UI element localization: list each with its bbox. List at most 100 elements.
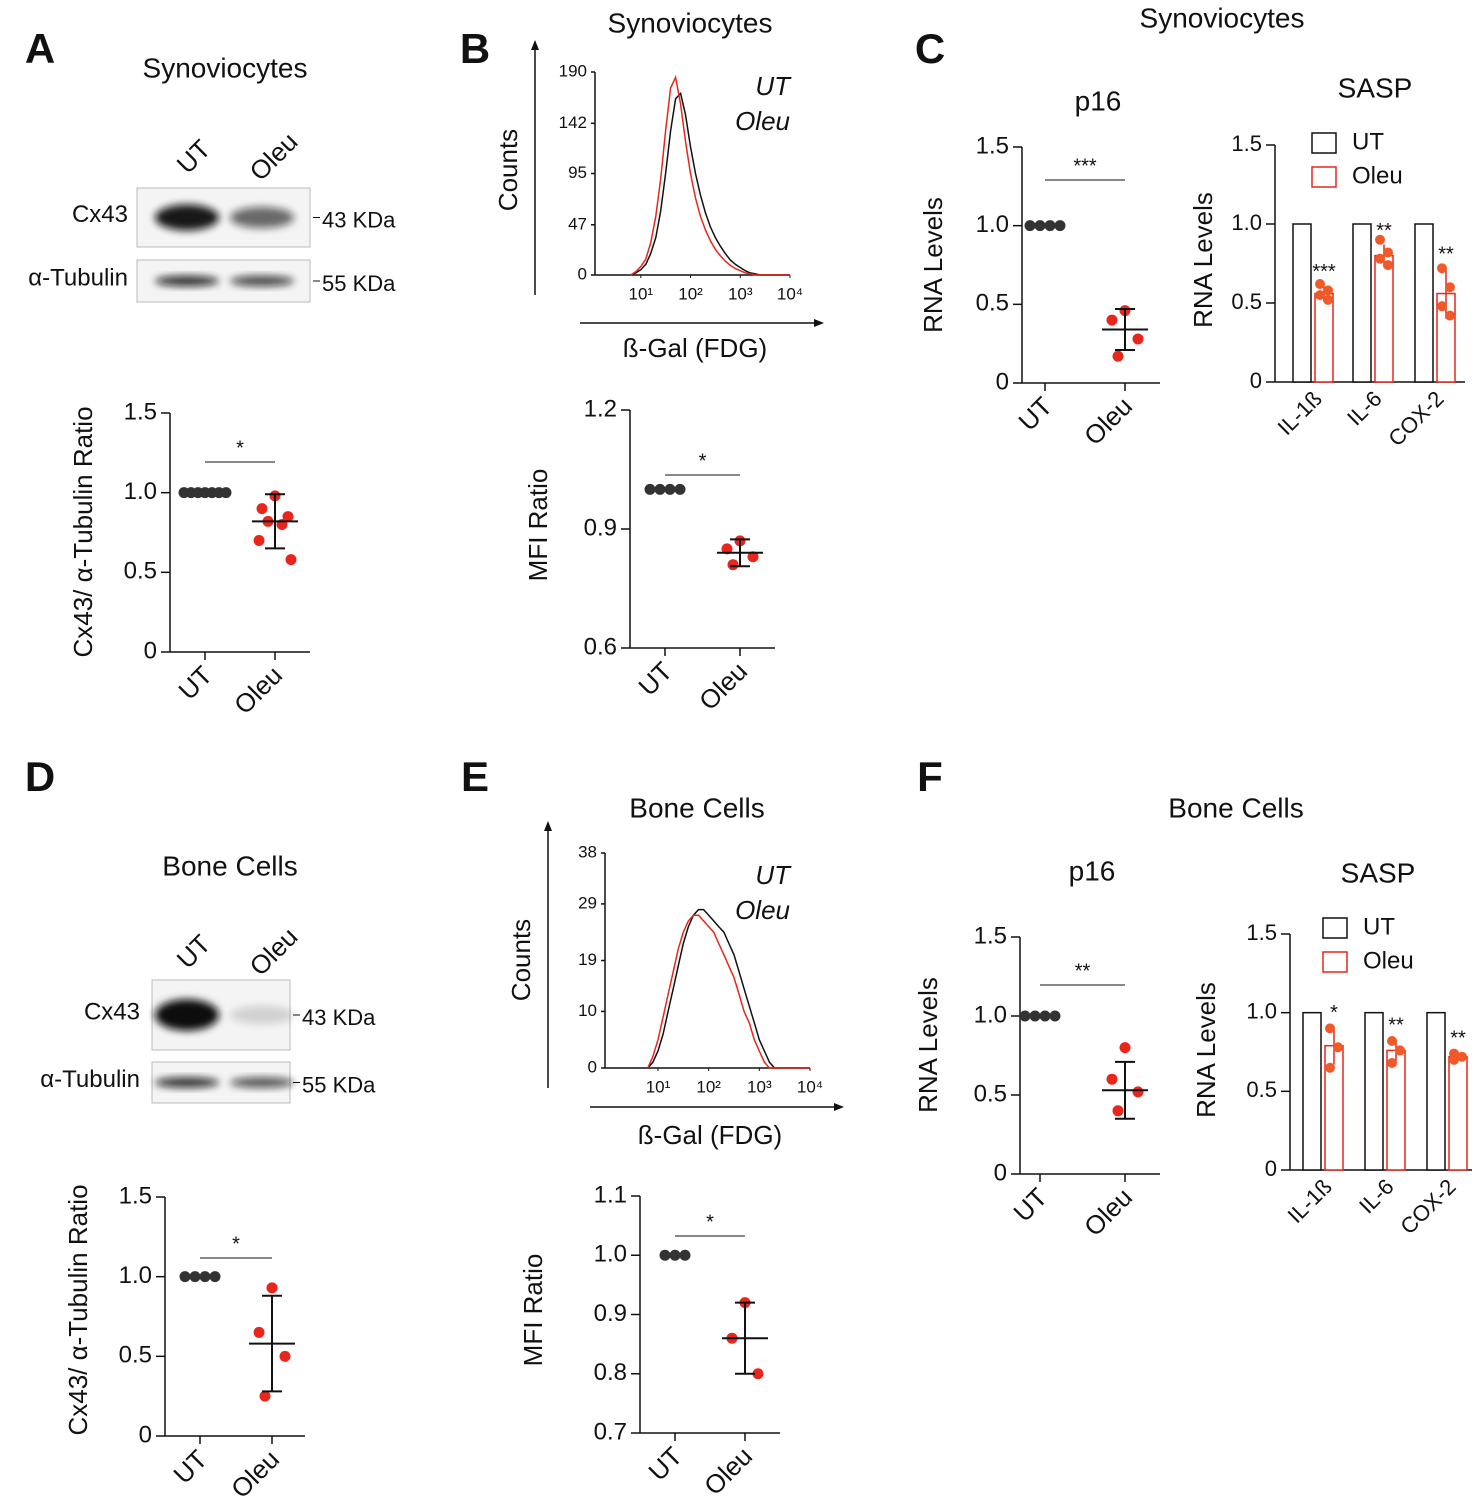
- data-point: [1054, 220, 1066, 232]
- blot-band: [155, 275, 219, 287]
- blot-row-label: Cx43: [72, 201, 128, 228]
- data-point: [1375, 253, 1385, 264]
- x-tick-label: UT: [642, 1441, 688, 1487]
- lane-label: UT: [171, 929, 217, 975]
- data-point: [1325, 1062, 1335, 1073]
- x-tick-label: UT: [172, 660, 218, 706]
- chart-title: p16: [1069, 855, 1116, 886]
- y-tick-label: 1.5: [1246, 920, 1277, 945]
- y-tick-label: 0: [996, 368, 1009, 395]
- data-point: [253, 534, 265, 546]
- x-tick-label: Oleu: [1078, 391, 1138, 451]
- y-tick-label: 47: [568, 214, 587, 233]
- chart-title: Synoviocytes: [608, 7, 773, 38]
- blot-band: [155, 1077, 219, 1088]
- y-tick-label: 29: [578, 893, 597, 912]
- data-point: [1039, 1010, 1051, 1022]
- legend-label: UT: [1352, 128, 1384, 155]
- blot-band: [155, 204, 219, 231]
- y-tick-label: 1.0: [974, 1001, 1007, 1028]
- y-tick-label: 0: [139, 1421, 152, 1448]
- bar: [1374, 254, 1394, 383]
- arrow-head: [531, 40, 539, 50]
- legend-label: Oleu: [735, 895, 790, 925]
- data-point: [664, 483, 676, 495]
- x-tick-label: 10³: [728, 284, 753, 303]
- y-tick-label: 1.5: [1231, 131, 1262, 156]
- data-point: [1323, 285, 1333, 296]
- data-point: [1044, 220, 1056, 232]
- data-point: [1383, 260, 1393, 271]
- x-axis-label: ß-Gal (FDG): [638, 1120, 782, 1150]
- x-tick-label: Oleu: [693, 656, 753, 716]
- bar: [1364, 1011, 1384, 1171]
- chart-title: SASP: [1338, 72, 1413, 103]
- chart-title: SASP: [1341, 857, 1416, 888]
- y-axis-label: MFI Ratio: [523, 469, 553, 582]
- data-point: [669, 1249, 681, 1261]
- data-point: [1132, 1086, 1144, 1098]
- data-point: [1437, 263, 1447, 274]
- y-tick-label: 0.5: [1231, 289, 1262, 314]
- data-point: [654, 483, 666, 495]
- data-point: [747, 551, 759, 563]
- data-point: [1383, 247, 1393, 258]
- x-axis-label: ß-Gal (FDG): [623, 333, 767, 363]
- chart-title: p16: [1075, 85, 1122, 116]
- y-tick-label: 0: [144, 637, 157, 664]
- y-axis-label: Counts: [506, 919, 536, 1001]
- panel-letter: A: [25, 25, 55, 72]
- y-tick-label: 0.5: [119, 1342, 152, 1369]
- blot-band: [230, 206, 294, 229]
- histogram-line: [630, 74, 790, 276]
- blot-row-label: Cx43: [84, 998, 140, 1025]
- data-point: [1119, 1042, 1131, 1054]
- y-axis-label: RNA Levels: [1188, 192, 1218, 328]
- error-bar: [262, 1294, 282, 1393]
- legend-label: Oleu: [1352, 162, 1403, 189]
- y-tick-label: 0: [994, 1159, 1007, 1186]
- data-point: [1395, 1045, 1405, 1056]
- data-point: [285, 554, 297, 566]
- x-tick-label: Oleu: [228, 660, 288, 720]
- legend-label: Oleu: [1363, 947, 1414, 974]
- error-bar: [1115, 1060, 1135, 1120]
- arrow-head: [814, 319, 824, 327]
- bar: [1314, 292, 1334, 383]
- error-bar: [265, 493, 285, 550]
- x-tick-label: Oleu: [698, 1441, 758, 1501]
- y-tick-label: 0: [1265, 1156, 1277, 1181]
- data-point: [1106, 1073, 1118, 1085]
- legend-swatch: [1311, 166, 1337, 188]
- data-point: [1315, 279, 1325, 290]
- legend-swatch: [1311, 132, 1337, 154]
- y-tick-label: 1.0: [1231, 210, 1262, 235]
- x-tick-label: 10¹: [629, 284, 654, 303]
- y-tick-label: 0.9: [594, 1300, 627, 1327]
- significance-label: **: [1376, 220, 1392, 242]
- x-tick-label: COX-2: [1383, 386, 1448, 451]
- error-bar: [730, 538, 750, 568]
- bar: [1448, 1055, 1468, 1171]
- blot-size-label: 55 KDa: [322, 271, 396, 296]
- x-tick-label: COX-2: [1395, 1174, 1460, 1239]
- lane-label: UT: [171, 134, 217, 180]
- y-axis-label: RNA Levels: [1191, 982, 1221, 1118]
- y-tick-label: 1.5: [974, 922, 1007, 949]
- data-point: [1034, 220, 1046, 232]
- data-point: [674, 483, 686, 495]
- y-axis-label: MFI Ratio: [518, 1254, 548, 1367]
- y-tick-label: 10: [578, 1001, 597, 1020]
- error-bar: [1115, 308, 1135, 351]
- significance-label: **: [1075, 960, 1091, 982]
- significance-label: **: [1438, 244, 1454, 266]
- bar: [1302, 1011, 1322, 1171]
- lane-label: Oleu: [243, 126, 303, 186]
- panel-letter: C: [915, 25, 945, 72]
- y-tick-label: 0.8: [594, 1359, 627, 1386]
- data-point: [220, 487, 232, 499]
- y-tick-label: 0.5: [974, 1080, 1007, 1107]
- data-point: [266, 1282, 278, 1294]
- significance-label: **: [1450, 1027, 1466, 1049]
